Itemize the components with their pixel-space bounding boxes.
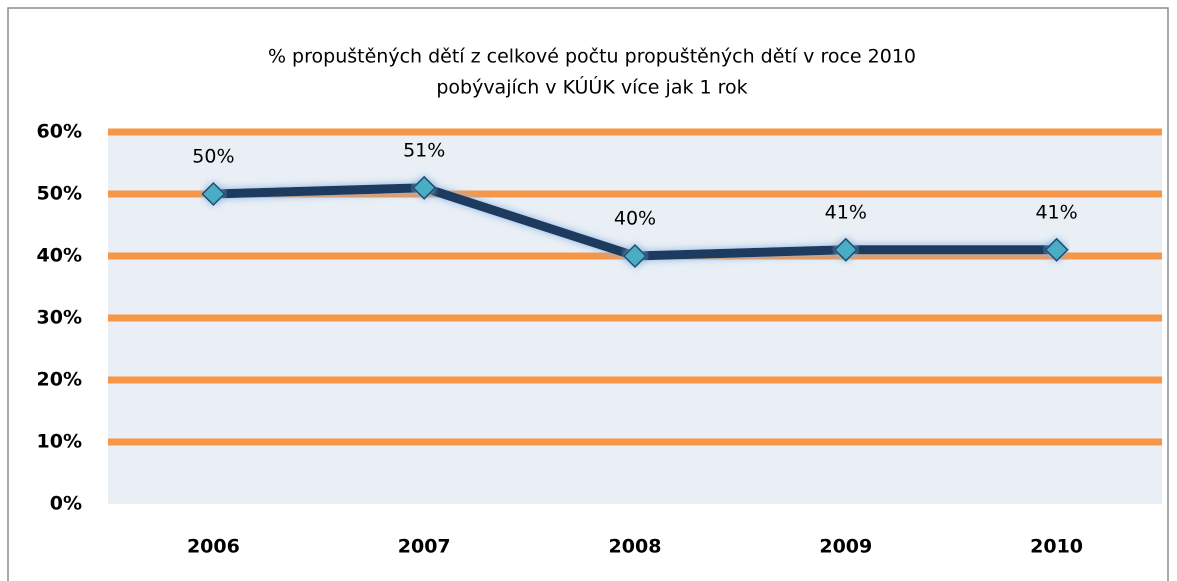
chart-title: % propuštěných dětí z celkové počtu prop… (268, 46, 916, 68)
y-tick-label: 0% (50, 493, 82, 515)
marker (833, 237, 858, 262)
x-tick-label: 2006 (187, 536, 240, 558)
y-tick-label: 60% (37, 121, 82, 143)
data-label: 41% (1035, 201, 1077, 223)
x-tick-label: 2009 (819, 536, 872, 558)
y-tick-label: 30% (37, 307, 82, 329)
data-label: 50% (192, 146, 234, 168)
y-tick-label: 20% (37, 369, 82, 391)
data-label: 40% (614, 208, 656, 230)
marker (622, 243, 648, 269)
y-tick-label: 10% (37, 431, 82, 453)
y-tick-label: 40% (37, 245, 82, 267)
x-tick-label: 2007 (398, 536, 451, 558)
x-tick-label: 2008 (609, 536, 662, 558)
marker (412, 175, 437, 200)
data-label: 41% (825, 201, 867, 223)
marker (201, 181, 226, 207)
chart-title: pobývajích v KÚÚK více jak 1 rok (436, 75, 747, 99)
x-tick-label: 2010 (1030, 536, 1083, 558)
data-label: 51% (403, 139, 445, 161)
marker (1044, 237, 1069, 262)
y-tick-label: 50% (37, 183, 82, 205)
